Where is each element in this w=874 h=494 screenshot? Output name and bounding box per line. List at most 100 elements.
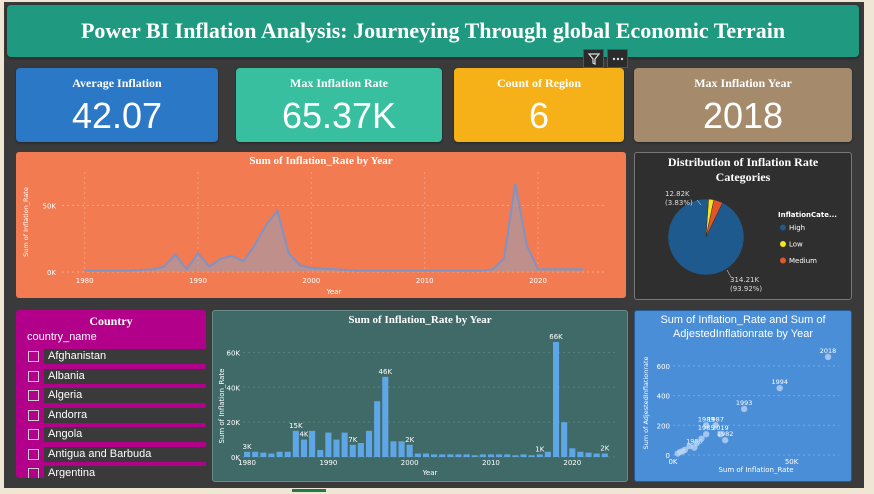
page-title: Power BI Inflation Analysis: Journeying … [7,5,859,57]
bar [365,430,373,457]
kpi-average-inflation[interactable]: Average Inflation 42.07 [16,68,218,142]
series-line [84,183,584,272]
bar [317,450,324,457]
bar [569,448,576,457]
bar [333,439,340,457]
y-tick-label: 600 [657,363,670,371]
bar [374,401,381,457]
x-tick-label: 2000 [401,459,419,467]
scatter-point [717,431,724,438]
filter-icon[interactable] [583,49,604,68]
bar [260,452,267,457]
kpi-value: 65.37K [281,95,397,136]
legend-marker [780,224,786,231]
chart-title: Sum of Inflation_Rate by Year [348,314,492,326]
checkbox[interactable] [28,429,39,441]
data-label: 4K [299,431,308,439]
checkbox[interactable] [28,448,39,460]
slice-pct-label: (3.83%) [665,199,693,207]
legend-label: Low [789,241,803,249]
slicer-field-name: country_name [27,331,97,343]
point-label: 1994 [771,378,788,386]
country-slicer[interactable]: Country country_name Afghanistan Albania A… [16,310,206,478]
slicer-item[interactable]: Afghanistan [24,347,206,367]
kpi-label: Average Inflation [72,76,162,90]
area-chart-svg: 0K 50K 1980 1990 2000 2010 2020 Year Sum of Infl… [22,172,606,296]
point-label: 1993 [736,399,753,407]
legend-label: High [789,224,805,232]
slicer-item-label: Angola [44,427,206,443]
point-label: 1982 [717,430,734,438]
slicer-item[interactable]: Albania [24,367,206,387]
bar [309,430,316,457]
scatter-point [776,384,783,392]
slicer-item-label: Andorra [44,407,206,423]
scatter-point [721,436,729,444]
x-tick-label: 0K [668,458,677,466]
scatter-point [703,422,710,429]
slicer-item-label: Antigua and Barbuda [44,446,206,462]
slicer-item[interactable]: Algeria [24,386,206,406]
bar [422,453,429,457]
checkbox[interactable] [28,370,39,382]
scatter-chart-panel[interactable]: Sum of Inflation_Rate and Sum of Adjeste… [634,310,852,482]
bar [455,454,462,457]
pie-chart-panel[interactable]: Distribution of Inflation Rate Categorie… [634,152,852,300]
bar-chart-panel[interactable]: Sum of Inflation_Rate by Year 0K 20K 40K 60… [212,310,628,482]
kpi-value: 2018 [702,95,784,136]
kpi-label: Count of Region [496,76,581,90]
x-tick-label: 2000 [302,277,320,285]
bar [536,454,543,457]
x-tick-label: 2020 [563,459,581,467]
bar [463,454,470,457]
bar [414,453,421,457]
chart-title: Sum of Inflation_Rate by Year [249,155,393,167]
scatter-point [712,422,719,429]
y-tick-label: 20K [227,419,241,427]
bar [512,455,519,457]
slicer-item[interactable]: Angola [24,425,206,445]
scatter-point [679,448,686,455]
bar [479,454,486,457]
data-label: 15K [289,422,303,430]
kpi-max-inflation-year[interactable]: Max Inflation Year 2018 [634,68,852,142]
slicer-item[interactable]: Andorra [24,406,206,426]
more-options-icon[interactable] [607,49,628,68]
data-label: 2K [600,445,609,453]
data-label: 46K [379,368,393,376]
slicer-item-label: Algeria [44,388,206,404]
area-chart-panel[interactable]: Sum of Inflation_Rate by Year 0K 50K 1980 1… [16,152,626,298]
pie-chart-svg: 314.21K(93.92%) 12.82K(3.83%) InflationCat… [665,190,837,293]
checkbox[interactable] [28,351,39,363]
page-tab-indicator[interactable] [292,489,326,492]
bottom-strip [0,488,874,494]
bar [276,451,283,457]
slice-value-label: 314.21K [730,276,759,284]
checkbox[interactable] [28,390,39,402]
bar [504,454,511,457]
data-label: 66K [549,333,563,341]
kpi-count-of-region[interactable]: Count of Region 6 [454,68,624,142]
bar [585,452,592,457]
slicer-item[interactable]: Argentina [24,464,206,478]
x-tick-label: 2020 [529,277,547,285]
checkbox[interactable] [28,409,39,421]
x-axis-label: Year [422,469,438,477]
bar [487,454,495,457]
bar [552,341,560,457]
point-label: 1987 [707,415,724,423]
bar [528,455,535,457]
scatter-chart-svg: 0 200 400 600 0K 50K 2018 1994 1993 1989198719852… [642,347,839,474]
slicer-item-label: Afghanistan [44,349,206,365]
checkbox[interactable] [28,468,39,478]
kpi-max-inflation-rate[interactable]: Max Inflation Rate 65.37K [236,68,442,142]
bar [431,454,438,457]
bar [496,454,503,457]
slicer-item[interactable]: Antigua and Barbuda [24,445,206,465]
scatter-point [740,405,748,413]
point-label: 1985 [698,424,715,432]
area-fill [84,184,584,272]
slicer-item-label: Argentina [44,466,206,478]
slicer-item-label: Albania [44,368,206,384]
